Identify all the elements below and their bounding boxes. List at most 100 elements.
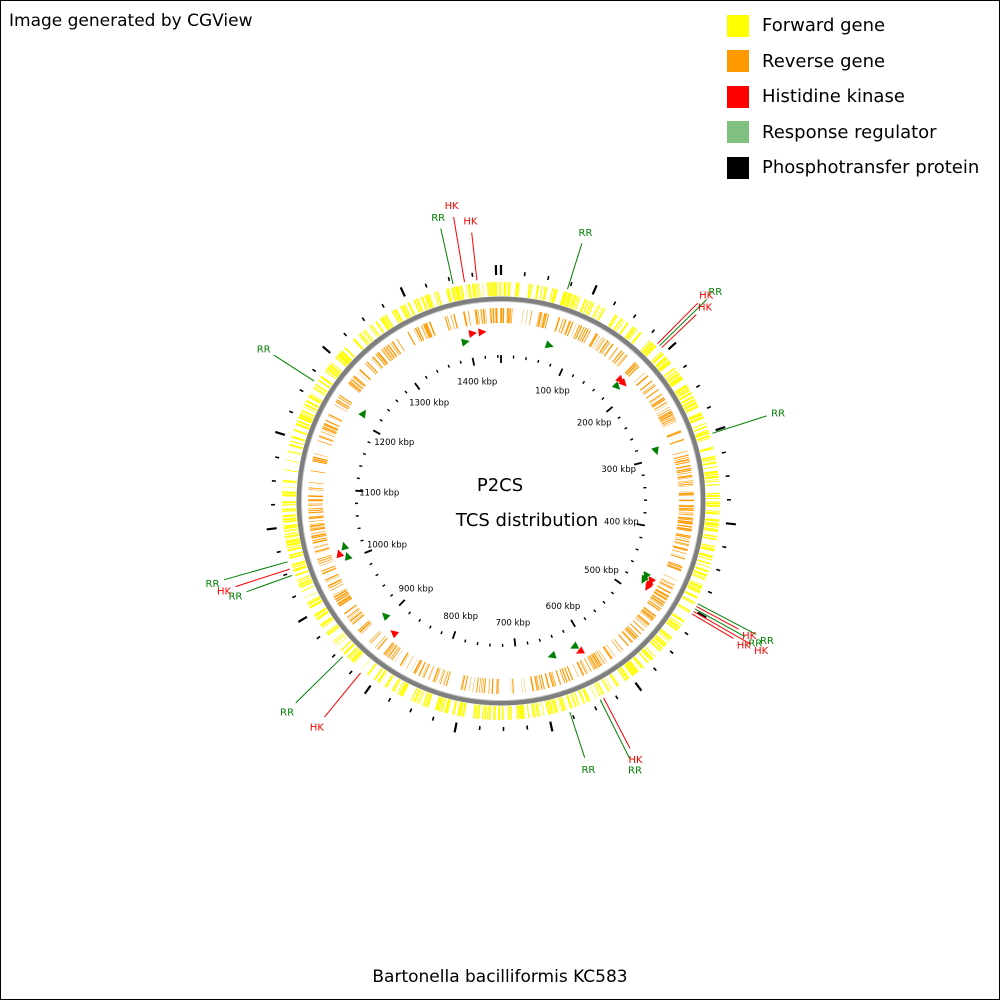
forward-gene: [443, 698, 448, 713]
reverse-gene: [675, 534, 691, 539]
forward-gene: [308, 395, 322, 404]
forward-gene: [353, 652, 364, 664]
reverse-gene: [495, 308, 498, 324]
reverse-gene: [675, 461, 691, 466]
reverse-gene: [443, 671, 449, 686]
forward-gene: [695, 430, 709, 437]
reverse-gene: [678, 492, 694, 495]
outer-tick: [684, 631, 689, 636]
reverse-gene: [308, 504, 324, 506]
forward-gene: [692, 574, 706, 581]
outer-tick: [612, 301, 617, 306]
reverse-gene: [551, 671, 557, 687]
reverse-gene: [361, 623, 373, 635]
forward-gene: [379, 317, 390, 331]
reverse-gene: [657, 585, 671, 594]
reverse-gene: [548, 672, 554, 687]
reverse-gene: [656, 406, 670, 415]
forward-gene: [508, 282, 511, 297]
reverse-gene: [310, 470, 326, 474]
forward-gene: [457, 701, 462, 716]
reverse-gene: [376, 352, 388, 365]
forward-gene: [297, 576, 311, 583]
forward-gene: [703, 528, 718, 533]
reverse-gene: [308, 489, 324, 491]
forward-gene: [402, 305, 410, 319]
forward-gene: [531, 703, 535, 718]
forward-gene: [295, 422, 310, 430]
forward-gene: [282, 508, 297, 511]
forward-gene: [526, 704, 530, 719]
forward-gene: [359, 332, 370, 345]
forward-gene: [619, 667, 629, 680]
inner-tick: [440, 631, 443, 635]
forward-gene: [458, 702, 464, 717]
forward-gene: [659, 629, 672, 640]
forward-gene: [695, 432, 710, 439]
reverse-gene: [677, 524, 693, 528]
hk-label: HK: [217, 586, 232, 597]
reverse-gene: [492, 308, 495, 324]
reverse-gene: [629, 623, 642, 635]
reverse-gene: [581, 328, 589, 343]
legend: Forward gene Reverse gene Histidine kina…: [727, 8, 979, 186]
reverse-gene: [572, 663, 579, 678]
reverse-gene: [352, 614, 365, 625]
tick-label: 1200 kbp: [374, 438, 414, 448]
reverse-gene: [311, 533, 327, 538]
reverse-gene: [310, 526, 325, 530]
reverse-gene: [446, 315, 452, 331]
outer-tick: [682, 364, 688, 369]
forward-gene: [582, 688, 590, 703]
reverse-gene: [401, 653, 410, 667]
reverse-gene: [640, 380, 653, 391]
reverse-gene: [308, 495, 324, 498]
forward-gene: [289, 443, 304, 450]
reverse-gene: [651, 594, 666, 604]
forward-gene: [649, 640, 662, 652]
inner-tick: [525, 357, 527, 361]
forward-gene: [283, 523, 298, 527]
reverse-gene: [388, 344, 398, 357]
callout-line: [661, 314, 697, 349]
inner-tick: [464, 639, 467, 643]
tick-label: 200 kbp: [577, 418, 612, 428]
outer-tick: [363, 684, 372, 695]
forward-gene: [693, 425, 708, 432]
forward-gene: [665, 370, 678, 380]
reverse-gene: [390, 342, 400, 356]
reverse-gene: [495, 308, 496, 324]
forward-gene: [601, 679, 609, 692]
forward-gene: [298, 416, 312, 424]
reverse-gene: [460, 675, 464, 690]
reverse-gene: [666, 430, 681, 437]
callout-line: [295, 656, 344, 704]
outer-tick: [343, 332, 348, 337]
rr-marker: [547, 650, 557, 659]
forward-gene: [572, 295, 579, 310]
reverse-gene: [416, 326, 425, 341]
forward-gene: [465, 284, 469, 299]
inner-tick: [424, 375, 428, 379]
forward-gene: [420, 296, 428, 311]
forward-gene: [282, 491, 297, 494]
reverse-gene: [577, 326, 585, 341]
reverse-gene: [387, 644, 398, 658]
hk-marker: [645, 582, 653, 591]
reverse-gene: [576, 661, 585, 676]
inner-tick: [605, 406, 614, 413]
inner-tick: [414, 382, 421, 391]
forward-gene: [476, 283, 480, 298]
inner-tick: [447, 364, 450, 368]
reverse-gene: [530, 676, 535, 692]
reverse-gene: [570, 323, 577, 338]
forward-gene: [391, 310, 400, 324]
forward-gene: [682, 595, 696, 604]
reverse-gene: [677, 472, 692, 475]
callout-line: [599, 699, 631, 759]
forward-gene: [688, 413, 703, 421]
forward-gene: [697, 559, 711, 565]
reverse-gene: [613, 351, 624, 364]
reverse-gene: [336, 593, 350, 603]
reverse-gene: [308, 509, 324, 512]
